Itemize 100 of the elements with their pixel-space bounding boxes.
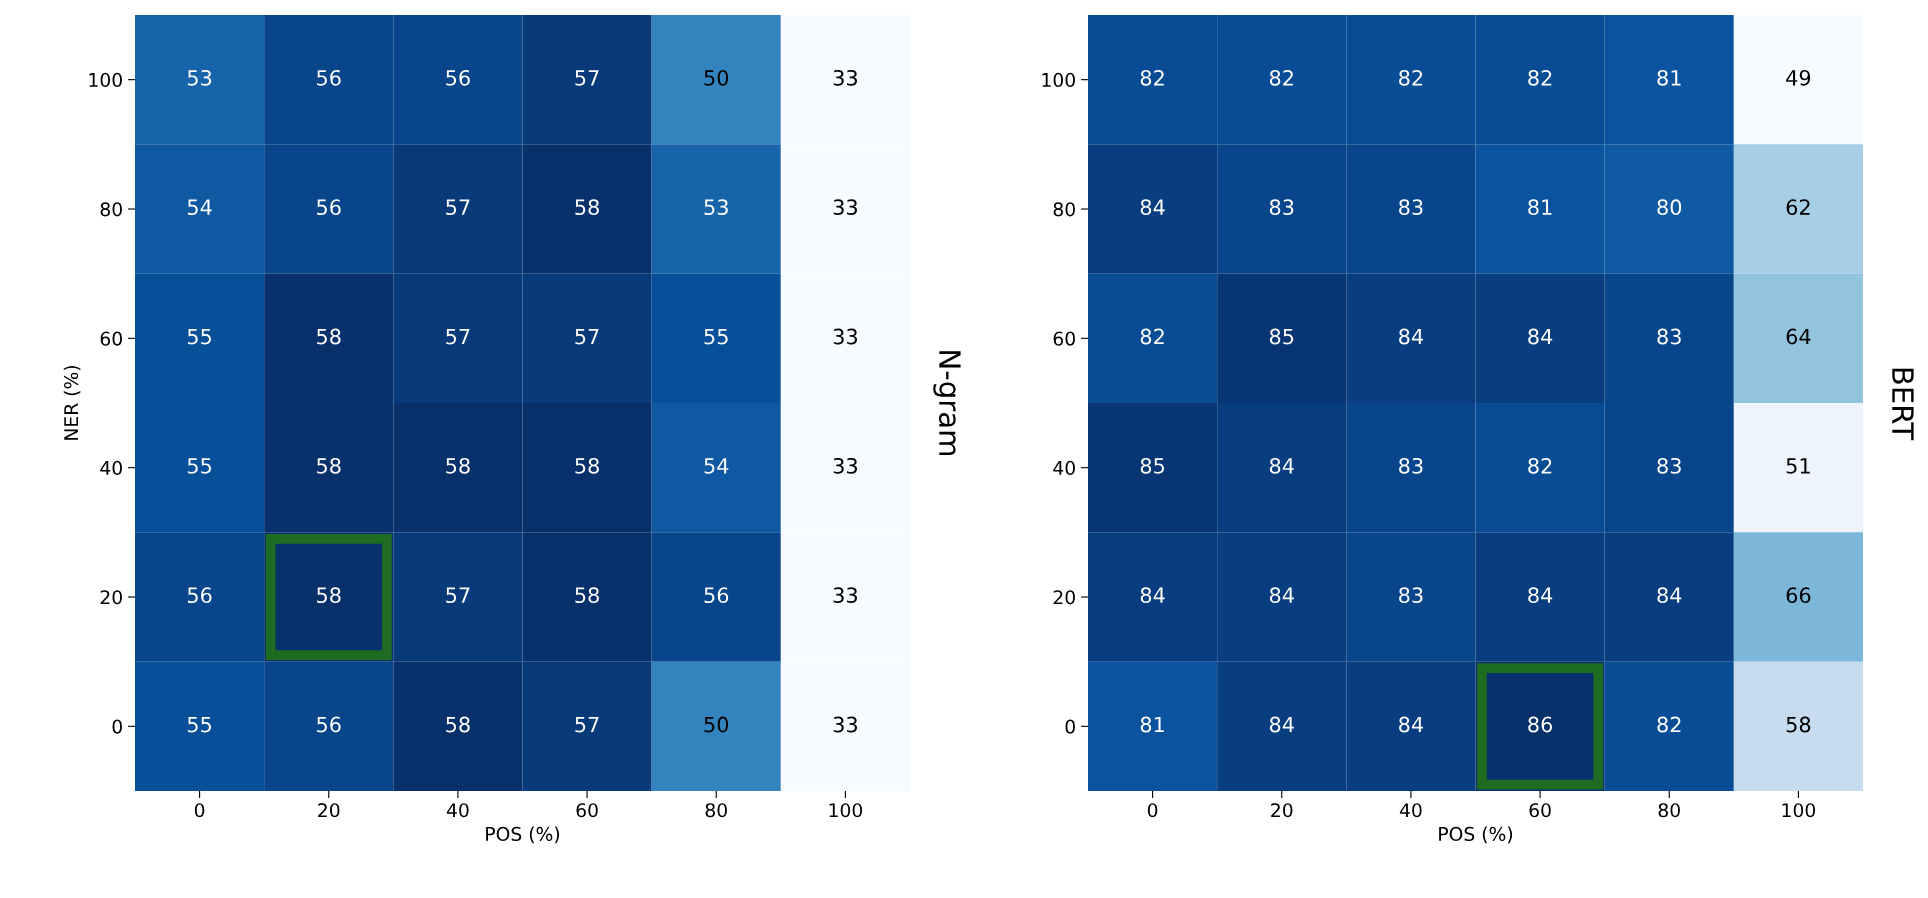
data-label: 85 [1269,328,1294,345]
data-label: 84 [1269,716,1294,733]
data-label: 33 [833,587,857,604]
data-label: 57 [575,70,599,86]
data-label: 50 [704,69,729,86]
data-label: 56 [317,716,341,733]
data-label: 58 [575,199,599,216]
data-label: 81 [1657,69,1681,86]
y-tick-label: 80 [1053,202,1075,217]
data-label: 55 [187,458,212,474]
x-tick-label: 80 [1658,803,1680,818]
y-tick-label: 60 [100,331,122,346]
x-tick-label: 40 [1399,803,1422,818]
y-tick-label: 80 [100,202,122,217]
data-label: 58 [1786,716,1811,733]
data-label: 66 [1786,587,1811,604]
data-label: 33 [833,328,857,345]
data-label: 82 [1399,69,1423,86]
data-label: 84 [1657,587,1682,604]
y-tick-label: 100 [1042,72,1075,88]
data-label: 84 [1399,328,1423,345]
data-label: 83 [1657,328,1681,345]
x-tick-label: 100 [1782,803,1816,818]
y-tick-label: 0 [1065,719,1075,734]
data-label: 33 [833,457,857,474]
y-tick-label: 40 [100,460,122,476]
x-tick-label: 60 [1529,803,1551,818]
data-label: 82 [1657,716,1681,733]
x-tick-label: 0 [194,803,205,818]
x-axis-title: POS (%) [486,826,560,844]
data-label: 83 [1399,457,1423,474]
x-tick-label: 100 [829,803,863,818]
data-label: 56 [446,69,470,86]
data-label: 56 [187,587,212,604]
data-label: 82 [1269,69,1293,86]
data-label: 58 [317,457,341,474]
data-label: 57 [446,328,470,345]
data-label: 86 [1528,716,1553,733]
data-label: 84 [1399,716,1423,733]
data-label: 84 [1528,587,1553,604]
data-label: 57 [446,587,470,604]
data-label: 85 [1140,457,1165,474]
data-label: 53 [187,69,212,86]
data-label: 57 [575,716,599,733]
y-axis-title: NER (%) [63,365,81,440]
x-tick-label: 20 [318,803,340,818]
data-label: 84 [1528,328,1553,345]
y-tick-label: 60 [1053,331,1075,346]
y2-axis-title: N-gram [933,351,961,456]
data-label: 83 [1269,199,1294,216]
data-label: 84 [1269,457,1294,474]
data-label: 57 [446,199,470,216]
data-label: 57 [575,328,599,345]
data-label: 58 [446,457,470,474]
data-label: 49 [1786,69,1811,86]
y-tick-label: 100 [89,72,122,88]
data-label: 81 [1140,716,1164,733]
data-label: 33 [833,199,857,216]
y-tick-label: 20 [1053,590,1075,605]
data-label: 58 [575,457,599,474]
data-label: 82 [1528,69,1552,86]
data-label: 83 [1399,587,1423,604]
data-label: 55 [187,716,212,733]
data-label: 62 [1786,199,1810,216]
y-tick-label: 20 [100,590,122,605]
data-label: 56 [704,587,729,604]
x-tick-label: 80 [705,803,727,818]
x-tick-label: 0 [1147,803,1158,818]
y2-axis-title: BERT [1892,368,1914,441]
data-label: 50 [704,716,729,733]
data-label: 55 [187,328,212,345]
data-label: 83 [1399,199,1423,216]
data-label: 51 [1786,458,1810,474]
data-label: 82 [1528,457,1552,474]
x-axis-title: POS (%) [1439,826,1513,844]
data-label: 84 [1269,587,1294,604]
data-label: 64 [1786,328,1811,345]
data-label: 58 [317,328,341,345]
data-label: 33 [833,716,857,733]
data-label: 54 [704,458,729,474]
data-label: 55 [704,328,728,345]
data-label: 56 [317,69,341,86]
data-label: 81 [1528,199,1552,216]
data-label: 82 [1140,69,1164,86]
y-tick-label: 0 [112,719,122,734]
data-label: 83 [1657,457,1681,474]
y-tick-label: 40 [1053,460,1075,476]
x-tick-label: 60 [576,803,598,818]
data-label: 80 [1657,199,1682,216]
data-label: 84 [1140,587,1165,604]
data-label: 82 [1140,328,1164,345]
data-label: 58 [575,587,599,604]
data-label: 53 [704,199,728,216]
x-tick-label: 20 [1271,803,1293,818]
data-label: 58 [317,587,341,604]
data-label: 58 [446,716,470,733]
data-label: 33 [833,69,857,86]
data-label: 56 [317,199,341,216]
data-label: 84 [1140,199,1165,216]
x-tick-label: 40 [446,803,469,818]
